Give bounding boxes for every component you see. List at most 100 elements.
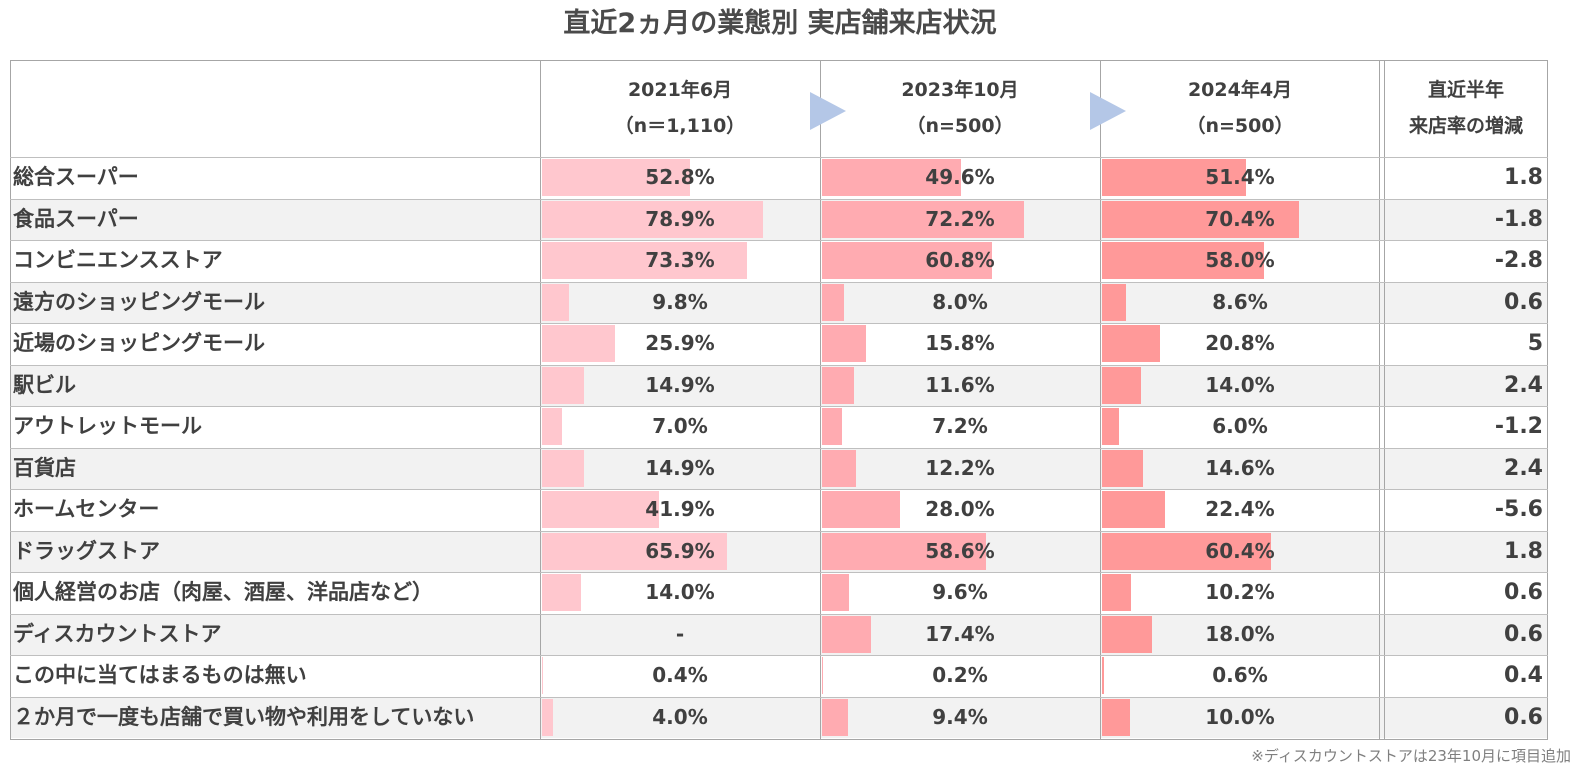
bar (822, 449, 857, 487)
change-value: 2.4 (1504, 372, 1543, 398)
bar (1102, 698, 1130, 736)
row-divider (10, 406, 1548, 407)
row-divider (10, 572, 1548, 573)
row-label: コンビニエンスストア (13, 248, 223, 272)
table-row (11, 530, 1547, 572)
value-label: 14.0% (645, 580, 715, 604)
value-label: 6.0% (1212, 414, 1268, 438)
value-label: 15.8% (925, 331, 995, 355)
row-label: 近場のショッピングモール (13, 331, 265, 355)
row-divider (10, 489, 1548, 490)
change-value: 1.8 (1504, 165, 1543, 190)
change-value: 0.4 (1504, 663, 1543, 688)
value-label: - (675, 621, 685, 646)
value-label: 0.4% (652, 663, 708, 687)
value-label: 14.9% (645, 372, 715, 397)
value-label: 22.4% (1205, 497, 1275, 521)
row-divider (10, 364, 1548, 366)
value-label: 41.9% (645, 497, 715, 521)
value-label: 9.4% (932, 704, 988, 729)
value-label: 60.8% (925, 248, 995, 272)
value-label: 14.6% (1205, 455, 1275, 480)
bar (822, 408, 843, 445)
bar (542, 242, 748, 279)
bar (1102, 325, 1161, 362)
header-2023-10: 2023年10月 （n=500） (820, 72, 1100, 146)
header-change-line1: 直近半年 (1427, 79, 1504, 101)
row-label: 食品スーパー (13, 206, 139, 231)
value-label: 18.0% (1205, 621, 1275, 646)
change-value: -5.6 (1494, 497, 1543, 522)
change-value: 2.4 (1504, 455, 1543, 481)
value-label: 10.0% (1205, 704, 1275, 729)
change-value: -1.2 (1494, 414, 1543, 439)
bar (1102, 242, 1265, 279)
bar (822, 532, 987, 570)
bar (542, 449, 584, 487)
header-period: 2024年4月 (1187, 79, 1293, 101)
value-label: 51.4% (1205, 165, 1275, 189)
bar (822, 698, 849, 736)
bar (1102, 159, 1246, 196)
bar (822, 159, 961, 196)
change-value: 1.8 (1504, 538, 1543, 564)
bar (1102, 449, 1143, 487)
value-label: 8.6% (1212, 289, 1268, 314)
row-label: アウトレットモール (13, 414, 202, 438)
bar (542, 283, 570, 321)
value-label: 12.2% (925, 455, 995, 480)
header-period: 2021年6月 (627, 79, 733, 101)
change-value: 0.6 (1504, 704, 1543, 730)
bar (1102, 408, 1119, 445)
row-divider (10, 157, 1548, 158)
row-divider (10, 655, 1548, 656)
value-label: 78.9% (645, 206, 715, 231)
value-label: 58.6% (925, 538, 995, 563)
value-label: 4.0% (652, 704, 708, 729)
change-value: -2.8 (1494, 248, 1543, 273)
change-value: 0.6 (1504, 621, 1543, 647)
table-row (11, 364, 1547, 406)
change-value: 5 (1527, 331, 1543, 356)
row-label: 百貨店 (13, 455, 76, 480)
bar (1102, 200, 1300, 238)
bar (1102, 657, 1104, 694)
bar (822, 574, 849, 611)
column-divider (820, 60, 821, 740)
visit-rate-table: 2021年6月 （n＝1,110） 2023年10月 （n=500） 2024年… (10, 60, 1548, 740)
row-label: 駅ビル (13, 372, 76, 397)
bar (542, 491, 660, 528)
bar (822, 615, 871, 653)
value-label: 73.3% (645, 248, 715, 272)
bar (822, 491, 901, 528)
row-divider (10, 530, 1548, 532)
table-row (11, 613, 1547, 655)
header-sample: （n=500） (906, 115, 1014, 137)
table-row (11, 696, 1547, 738)
value-label: 60.4% (1205, 538, 1275, 563)
bar (1102, 366, 1142, 404)
column-divider (1379, 60, 1380, 740)
value-label: 0.2% (932, 663, 988, 687)
change-value: -1.8 (1494, 206, 1543, 232)
row-label: 総合スーパー (13, 165, 139, 189)
bar (542, 532, 727, 570)
value-label: 17.4% (925, 621, 995, 646)
bar (1102, 283, 1127, 321)
change-value: 0.6 (1504, 289, 1543, 315)
bar (542, 408, 562, 445)
row-divider (10, 447, 1548, 449)
column-divider (1100, 60, 1101, 740)
header-sample: （n=500） (1186, 115, 1294, 137)
header-change-line2: 来店率の増減 (1408, 115, 1523, 137)
column-divider (540, 60, 541, 740)
value-label: 7.2% (932, 414, 988, 438)
row-label: ２か月で一度も店舗で買い物や利用をしていない (13, 704, 475, 729)
value-label: 14.9% (645, 455, 715, 480)
row-divider (10, 281, 1548, 283)
bar (822, 242, 993, 279)
value-label: 9.8% (652, 289, 708, 314)
row-label: ホームセンター (13, 497, 160, 521)
value-label: 25.9% (645, 331, 715, 355)
arrow-right-icon (810, 92, 846, 130)
